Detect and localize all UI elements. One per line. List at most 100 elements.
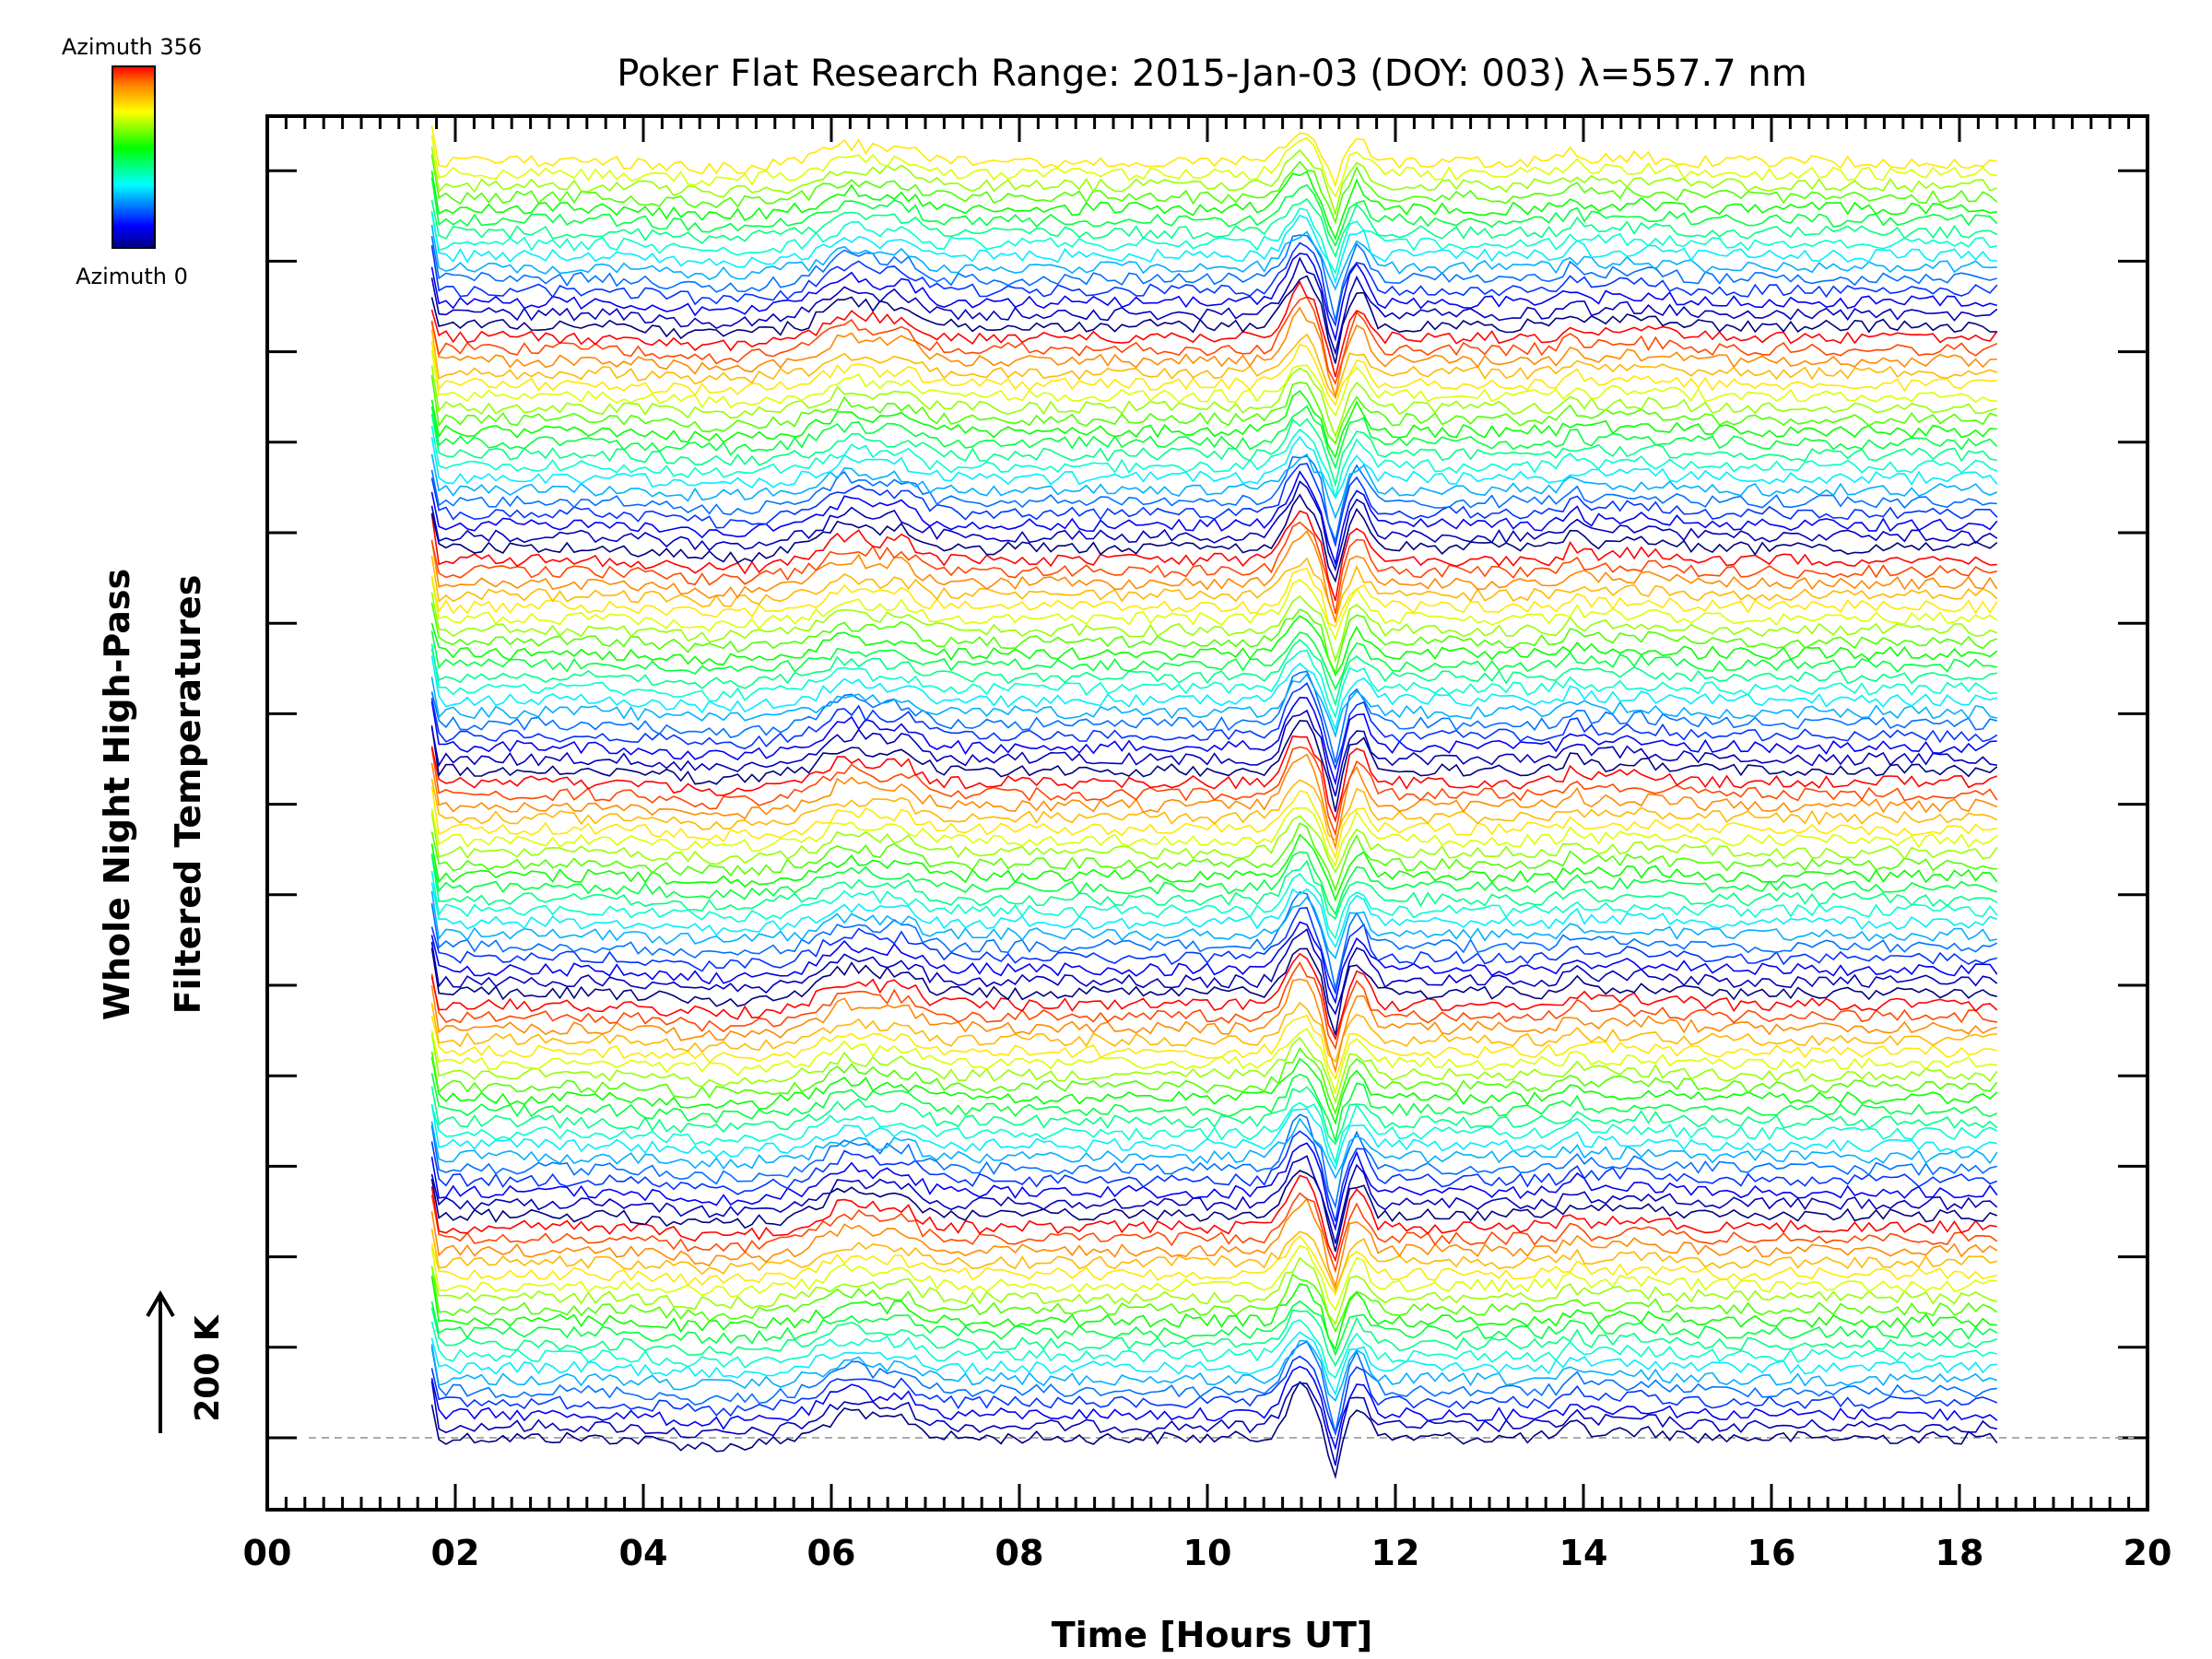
- x-tick-label: 04: [619, 1533, 668, 1573]
- series-line: [430, 435, 1998, 500]
- series-line: [430, 480, 1998, 572]
- series-line: [430, 568, 1998, 628]
- series-line: [430, 1307, 1998, 1368]
- series-line: [430, 177, 1998, 248]
- series-line: [430, 709, 1997, 797]
- colorbar-top-label: Azimuth 356: [62, 34, 202, 60]
- series-line: [430, 390, 1997, 459]
- series-line: [430, 306, 1997, 400]
- series-line: [430, 197, 1998, 259]
- series-line: [430, 234, 1998, 322]
- y-axis-title-line1: Whole Night High-Pass: [97, 569, 137, 1020]
- y-axis-title: Whole Night High-Pass Filtered Temperatu…: [97, 569, 208, 1020]
- series-line: [430, 413, 1997, 488]
- x-tick-label: 10: [1183, 1533, 1232, 1573]
- series-line: [430, 696, 1997, 786]
- series-line: [430, 778, 1998, 841]
- x-tick-label: 00: [243, 1533, 292, 1573]
- series-line: [430, 577, 1998, 641]
- x-tick-label: 20: [2124, 1533, 2172, 1573]
- series-line: [430, 1381, 1997, 1466]
- series-line: [430, 1365, 1998, 1451]
- series-line: [430, 1256, 1997, 1325]
- series-line: [430, 1155, 1998, 1244]
- series-line: [430, 592, 1998, 664]
- series-line: [430, 1142, 1998, 1232]
- series-line: [430, 1276, 1997, 1351]
- colorbar-bottom-label: Azimuth 0: [76, 264, 188, 289]
- series-line: [430, 602, 1998, 676]
- series-line: [430, 1265, 1998, 1334]
- series-line: [430, 921, 1998, 1005]
- series-line: [430, 1073, 1998, 1144]
- x-tick-label: 18: [1936, 1533, 1984, 1573]
- series-line: [430, 1014, 1998, 1081]
- series-line: [430, 630, 1997, 691]
- x-tick-label: 08: [995, 1533, 1044, 1573]
- series-line: [430, 907, 1997, 995]
- series-line: [430, 643, 1997, 719]
- series-line: [430, 1197, 1998, 1289]
- series-line: [430, 530, 1998, 623]
- series-line: [430, 720, 1998, 812]
- series-line: [430, 555, 1998, 624]
- series-line: [430, 1355, 1998, 1437]
- y-axis-title-line2: Filtered Temperatures: [168, 575, 208, 1015]
- series-line: [430, 135, 1997, 198]
- series-line: [430, 870, 1998, 940]
- series-line: [430, 280, 1998, 378]
- series-line: [430, 1028, 1997, 1096]
- series-line: [430, 1174, 1997, 1263]
- series-line: [430, 1056, 1998, 1125]
- series-line: [430, 978, 1998, 1075]
- series-line: [430, 673, 1997, 739]
- series-line: [430, 1047, 1998, 1116]
- series-line: [430, 806, 1998, 867]
- series-line: [430, 735, 1998, 823]
- series-line: [430, 1117, 1998, 1180]
- series-line: [430, 224, 1997, 291]
- series-line: [430, 463, 1998, 548]
- series-line: [430, 655, 1998, 732]
- series-line: [430, 521, 1997, 615]
- plot-frame: [265, 114, 2149, 1512]
- series-line: [430, 453, 1998, 520]
- series-line: [430, 833, 1998, 902]
- series-line: [430, 890, 1997, 959]
- series-line: [430, 851, 1998, 916]
- series-line: [430, 147, 1998, 217]
- series-line: [430, 1235, 1997, 1297]
- series-line: [430, 952, 1998, 1041]
- axis-ticks: [265, 116, 2149, 1510]
- series-line: [430, 510, 1997, 602]
- series-line: [430, 1001, 1997, 1064]
- series-line: [430, 212, 1997, 285]
- trace-group: [430, 125, 1998, 1480]
- series-line: [430, 1319, 1997, 1379]
- series-line: [430, 207, 1997, 276]
- series-line: [430, 253, 1998, 343]
- series-line: [430, 1170, 1998, 1253]
- series-line: [430, 1244, 1997, 1312]
- x-tick-label: 06: [807, 1533, 856, 1573]
- series-line: [430, 682, 1998, 771]
- chart-title: Poker Flat Research Range: 2015-Jan-03 (…: [617, 53, 1806, 95]
- series-line: [430, 493, 1998, 583]
- x-tick-label: 16: [1747, 1533, 1796, 1573]
- colorbar-gradient: [112, 65, 156, 249]
- series-line: [430, 329, 1998, 400]
- series-line: [430, 1130, 1998, 1222]
- series-line: [430, 822, 1997, 892]
- series-line: [430, 1340, 1997, 1433]
- series-line: [430, 1381, 1998, 1480]
- series-line: [430, 1331, 1997, 1396]
- series-line: [430, 125, 1997, 188]
- series-line: [430, 1229, 1997, 1293]
- series-line: [430, 854, 1998, 921]
- x-tick-label: 14: [1559, 1533, 1608, 1573]
- x-axis-title: Time [Hours UT]: [1052, 1615, 1373, 1655]
- series-line: [430, 340, 1997, 407]
- series-line: [430, 947, 1997, 1036]
- series-line: [430, 241, 1998, 328]
